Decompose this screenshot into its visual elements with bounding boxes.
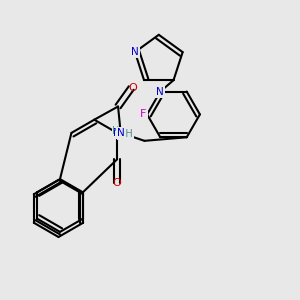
Text: NH: NH xyxy=(118,129,133,140)
Text: N: N xyxy=(117,128,124,138)
Text: F: F xyxy=(140,110,147,119)
Text: N: N xyxy=(113,128,121,138)
Text: O: O xyxy=(128,83,137,93)
Text: N: N xyxy=(131,47,139,57)
Text: O: O xyxy=(113,178,122,188)
Text: H: H xyxy=(112,126,119,136)
Text: N: N xyxy=(156,87,164,97)
